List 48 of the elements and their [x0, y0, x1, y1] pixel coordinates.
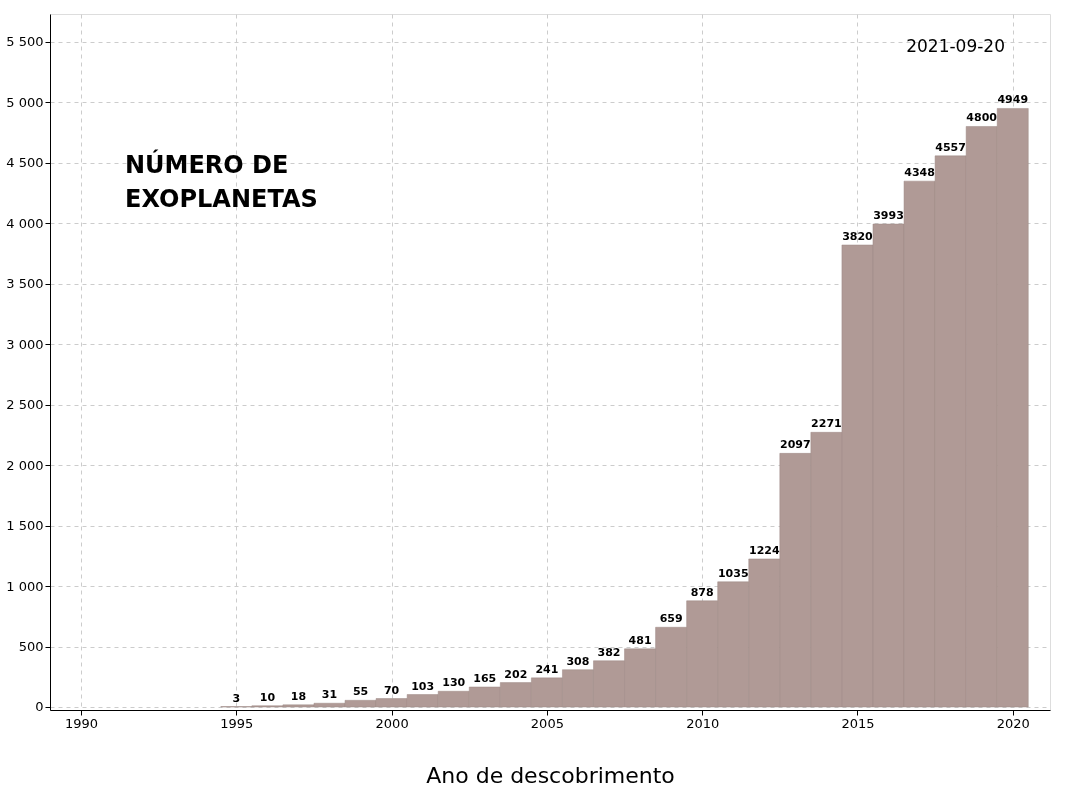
data-label: 103	[411, 679, 435, 693]
data-label: 3993	[873, 209, 904, 223]
y-tick-label: 3 500	[6, 276, 44, 292]
y-tick-label: 2 500	[6, 397, 44, 413]
x-tick-label: 2020	[996, 715, 1030, 731]
y-tick-label: 1 000	[6, 578, 44, 594]
y-tick-label: 5 500	[6, 34, 44, 50]
data-label: 4949	[997, 93, 1029, 107]
y-tick-label: 5 000	[6, 94, 44, 110]
data-label: 4348	[904, 166, 935, 180]
data-label: 2097	[780, 438, 811, 452]
y-tick-label: 1 500	[6, 518, 44, 534]
annotation: 2021-09-20	[906, 36, 1005, 56]
data-label: 4800	[966, 111, 998, 125]
y-tick-label: 0	[35, 699, 44, 715]
x-tick-label: 2010	[686, 715, 720, 731]
x-tick-label: 2005	[530, 715, 564, 731]
data-label: 3	[232, 691, 241, 705]
y-tick-label: 3 000	[6, 336, 44, 352]
data-label: 130	[442, 676, 466, 690]
data-label: 308	[566, 654, 590, 668]
y-tick-label: 4 500	[6, 155, 44, 171]
data-label: 18	[290, 689, 307, 703]
data-label: 241	[535, 662, 559, 676]
data-label: 1035	[717, 566, 749, 580]
data-label: 3820	[842, 229, 874, 243]
data-label: 202	[504, 667, 528, 681]
x-tick-label: 1995	[220, 715, 254, 731]
data-label: 165	[473, 672, 497, 686]
y-tick-label: 2 000	[6, 457, 44, 473]
x-tick-label: 1990	[65, 715, 99, 731]
data-label: 10	[259, 690, 276, 704]
data-label: 70	[383, 683, 400, 697]
data-label: 2271	[811, 417, 842, 431]
text: NÚMERO DE EXOPLANETAS	[125, 149, 318, 213]
x-axis-title: Ano de descobrimento	[426, 762, 675, 788]
y-tick-label: 500	[18, 639, 44, 655]
data-label: 1224	[748, 543, 780, 557]
data-label: 481	[628, 633, 652, 647]
data-label: 382	[597, 645, 621, 659]
data-label: 878	[690, 585, 714, 599]
data-label: 55	[352, 685, 369, 699]
x-tick-label: 2015	[841, 715, 875, 731]
data-label: 4557	[935, 140, 966, 154]
y-tick-label: 4 000	[6, 215, 44, 231]
data-label: 659	[659, 612, 683, 626]
data-label: 31	[321, 688, 338, 702]
x-tick-label: 2000	[375, 715, 409, 731]
